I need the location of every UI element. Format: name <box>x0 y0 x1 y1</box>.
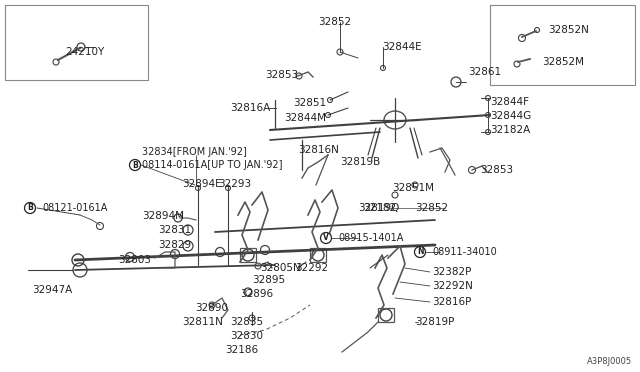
Text: V: V <box>323 234 329 243</box>
Circle shape <box>415 247 426 257</box>
Circle shape <box>24 202 35 214</box>
Text: 32947A: 32947A <box>32 285 72 295</box>
Text: 32835: 32835 <box>230 317 263 327</box>
Text: 32293: 32293 <box>218 179 251 189</box>
Text: B: B <box>132 160 138 170</box>
Text: 32844G: 32844G <box>490 111 531 121</box>
Text: 08911-34010: 08911-34010 <box>432 247 497 257</box>
Text: 32834[FROM JAN.'92]: 32834[FROM JAN.'92] <box>142 147 247 157</box>
Text: 32844M: 32844M <box>284 113 326 123</box>
Text: 32819Q: 32819Q <box>358 203 399 213</box>
Bar <box>378 308 394 322</box>
Text: 32292N: 32292N <box>432 281 473 291</box>
Text: 32382P: 32382P <box>432 267 472 277</box>
Text: 32852: 32852 <box>415 203 449 213</box>
Text: 32894E: 32894E <box>182 179 221 189</box>
Text: 32831: 32831 <box>158 225 191 235</box>
Text: 32844E: 32844E <box>382 42 422 52</box>
Bar <box>240 248 256 262</box>
Text: 08121-0161A: 08121-0161A <box>42 203 108 213</box>
Text: B: B <box>27 203 33 212</box>
Text: 32844F: 32844F <box>490 97 529 107</box>
Text: 32894M: 32894M <box>142 211 184 221</box>
Text: 32816N: 32816N <box>298 145 339 155</box>
Text: 32852: 32852 <box>319 17 351 27</box>
Text: 32851M: 32851M <box>392 183 434 193</box>
Bar <box>310 248 326 262</box>
Text: 32830: 32830 <box>230 331 263 341</box>
Text: 08114-0161A[UP TO JAN.'92]: 08114-0161A[UP TO JAN.'92] <box>142 160 282 170</box>
Circle shape <box>321 232 332 244</box>
Text: 32816P: 32816P <box>432 297 472 307</box>
Text: 32851: 32851 <box>293 98 326 108</box>
Text: 32816A: 32816A <box>230 103 270 113</box>
Text: 32852N: 32852N <box>548 25 589 35</box>
Text: 32895: 32895 <box>252 275 285 285</box>
Circle shape <box>129 160 141 170</box>
Text: 32182: 32182 <box>364 203 397 213</box>
Text: 32805N: 32805N <box>260 263 301 273</box>
Text: 32819P: 32819P <box>415 317 454 327</box>
Text: 32182A: 32182A <box>490 125 531 135</box>
Text: 32853: 32853 <box>480 165 513 175</box>
Text: 32811N: 32811N <box>182 317 223 327</box>
Text: 08915-1401A: 08915-1401A <box>338 233 403 243</box>
Text: 32803: 32803 <box>118 255 151 265</box>
Text: 32829: 32829 <box>158 240 191 250</box>
Text: 32896: 32896 <box>240 289 273 299</box>
Text: A3P8J0005: A3P8J0005 <box>587 357 632 366</box>
Text: 32852M: 32852M <box>542 57 584 67</box>
Text: 32853: 32853 <box>265 70 298 80</box>
Text: 32861: 32861 <box>468 67 501 77</box>
Text: 32292: 32292 <box>295 263 328 273</box>
Text: 32186: 32186 <box>225 345 258 355</box>
Text: 32890: 32890 <box>195 303 228 313</box>
Text: 32819B: 32819B <box>340 157 380 167</box>
Text: N: N <box>417 247 423 257</box>
Text: 24210Y: 24210Y <box>65 47 104 57</box>
